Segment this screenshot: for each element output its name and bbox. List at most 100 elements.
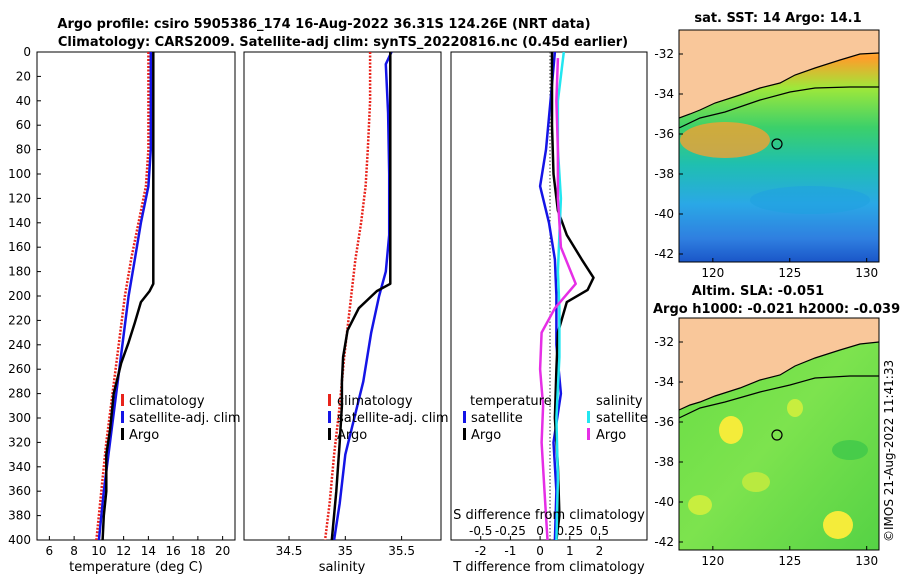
salinity-xlabel: salinity [319, 560, 366, 575]
temperature-axis-ticks: 6 8 10 12 14 16 18 20 [46, 536, 230, 558]
temperature-legend: climatology satellite-adj. clim Argo [121, 394, 241, 443]
y-tick-label: 320 [8, 435, 31, 449]
lat-tick-label: -36 [654, 127, 674, 141]
legend-swatch-s-argo [587, 428, 590, 440]
y-tick-label: 300 [8, 411, 31, 425]
sla-shelf-contour [679, 375, 879, 419]
legend-swatch-climatology [121, 394, 124, 406]
salinity-axis-ticks: 34.5 35 35.5 [276, 536, 415, 558]
x-tick-label: 8 [70, 544, 78, 558]
x-tick-label: -2 [475, 544, 487, 558]
lat-tick-label: -32 [654, 47, 674, 61]
salinity-lines [323, 52, 393, 540]
y-tick-label: 280 [8, 387, 31, 401]
y-tick-label: 200 [8, 289, 31, 303]
y-tick-label: 100 [8, 167, 31, 181]
x-tick-label: 6 [46, 544, 54, 558]
y-tick-label: 140 [8, 216, 31, 230]
sst-warm-patch [680, 122, 770, 158]
y-tick-label: 400 [8, 533, 31, 547]
y-tick-label: 20 [16, 69, 31, 83]
sst-shelf-contour [679, 86, 879, 129]
legend-label-t-satellite: satellite [471, 411, 523, 426]
lon-tick-label: 130 [855, 554, 878, 568]
temperature-lines [95, 52, 155, 540]
x2-tick-label: 0 [536, 524, 544, 538]
difference-panel: -2 -1 0 1 2 -0.5 -0.25 0 0.25 0.5 T difference f… [450, 51, 648, 575]
y-tick-label: 60 [16, 118, 31, 132]
legend-label-s-satellite: satellite [596, 411, 648, 426]
sla-high-patch [719, 416, 743, 444]
y-tick-label: 220 [8, 313, 31, 327]
sla-map-frame [678, 317, 880, 551]
lat-tick-label: -38 [654, 455, 674, 469]
legend-swatch-argo [328, 428, 331, 440]
y-tick-label: 160 [8, 240, 31, 254]
legend-title-salinity: salinity [596, 394, 643, 409]
y-tick-label: 360 [8, 484, 31, 498]
y-tick-label: 180 [8, 265, 31, 279]
legend-label-argo: Argo [129, 428, 159, 443]
legend-swatch-s-satellite [587, 411, 590, 423]
lat-tick-label: -42 [654, 247, 674, 261]
sla-high-patch [787, 399, 803, 417]
series-line-satellite-adj-clim [332, 52, 393, 540]
legend-swatch-satellite [121, 411, 124, 423]
sla-map-title-line2: Argo h1000: -0.021 h2000: -0.039 [653, 302, 900, 317]
t-difference-axis-ticks: -2 -1 0 1 2 [475, 536, 603, 558]
lon-tick-label: 120 [701, 554, 724, 568]
difference-legend: temperature satellite Argo salinity sate… [463, 394, 648, 443]
series-line-t-satellite [538, 52, 563, 540]
temperature-axes-frame [36, 51, 236, 541]
lat-tick-label: -36 [654, 415, 674, 429]
legend-swatch-argo [121, 428, 124, 440]
lon-tick-label: 125 [778, 266, 801, 280]
sst-cool-patch [750, 186, 870, 214]
x-tick-label: 20 [215, 544, 230, 558]
sst-map-title: sat. SST: 14 Argo: 14.1 [694, 11, 861, 26]
y-tick-label: 340 [8, 460, 31, 474]
sst-map-panel: sat. SST: 14 Argo: 14.1 -32-34-36-38-40-… [654, 11, 880, 280]
sla-map-panel: Altim. SLA: -0.051 Argo h1000: -0.021 h2… [653, 284, 900, 568]
legend-swatch-t-satellite [463, 411, 466, 423]
x-tick-label: 16 [165, 544, 180, 558]
sst-lat-ticks: -32 -34 -36 -38 -40 -42 [654, 47, 683, 261]
sla-high-patch [823, 511, 853, 539]
x-tick-label: 10 [91, 544, 106, 558]
sla-high-patch [742, 472, 770, 492]
s-difference-xlabel: S difference from climatology [453, 508, 645, 523]
x2-tick-label: 0.25 [556, 524, 583, 538]
salinity-legend: climatology satellite-adj. clim Argo [328, 394, 449, 443]
temperature-xlabel: temperature (deg C) [69, 560, 203, 575]
x-tick-label: 14 [141, 544, 156, 558]
lon-tick-label: 125 [778, 554, 801, 568]
sla-land-mass [679, 318, 879, 410]
x-tick-label: -1 [504, 544, 516, 558]
t-difference-xlabel: T difference from climatology [452, 560, 645, 575]
x2-tick-label: -0.5 [469, 524, 492, 538]
x2-tick-label: 0.5 [590, 524, 609, 538]
x-tick-label: 12 [116, 544, 131, 558]
salinity-panel: 34.5 35 35.5 salinity climatology satellit… [243, 51, 449, 575]
series-line-argo [330, 52, 392, 540]
legend-swatch-climatology [328, 394, 331, 406]
y-tick-label: 80 [16, 143, 31, 157]
lat-tick-label: -34 [654, 375, 674, 389]
y-tick-label: 120 [8, 191, 31, 205]
legend-swatch-t-argo [463, 428, 466, 440]
series-line-argo [101, 52, 155, 540]
sst-argo-marker [771, 138, 783, 150]
x2-tick-label: -0.25 [495, 524, 526, 538]
sla-map-title-line1: Altim. SLA: -0.051 [692, 284, 824, 299]
sla-coastline [679, 341, 879, 411]
lon-tick-label: 130 [855, 266, 878, 280]
sla-low-patch [832, 440, 868, 460]
sst-map-frame [678, 29, 880, 263]
legend-label-t-argo: Argo [471, 428, 501, 443]
figure-title-line1: Argo profile: csiro 5905386_174 16-Aug-2… [57, 17, 590, 32]
series-line-climatology [95, 52, 150, 540]
legend-label-s-argo: Argo [596, 428, 626, 443]
series-line-satellite-adj-clim [97, 52, 153, 540]
